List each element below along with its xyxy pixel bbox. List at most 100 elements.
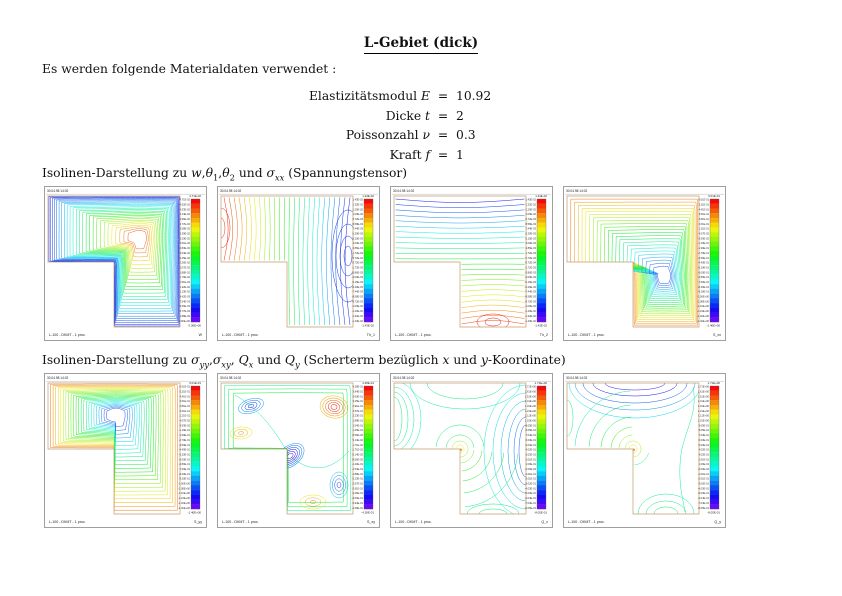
svg-text:4.07E-02: 4.07E-02	[698, 232, 709, 236]
svg-text:-1.40E+00: -1.40E+00	[697, 319, 710, 323]
svg-text:4.00E-03: 4.00E-03	[352, 241, 363, 245]
svg-text:7.54E-03: 7.54E-03	[179, 299, 190, 303]
svg-text:1.41E+00: 1.41E+00	[525, 399, 537, 403]
svg-text:-8.05E-01: -8.05E-01	[525, 506, 537, 510]
svg-text:1.20E-01: 1.20E-01	[352, 428, 363, 432]
svg-text:1.51E+00: 1.51E+00	[525, 394, 537, 398]
svg-text:-1.16E+00: -1.16E+00	[178, 491, 191, 495]
material-data-table: Elastizitätsmodul E = 10.92 Dicke t = 2 …	[262, 87, 546, 165]
colorbar-min-label: -8.05E-01	[534, 511, 547, 515]
svg-text:8.58E-03: 8.58E-03	[525, 222, 536, 226]
svg-text:1.72E-03: 1.72E-03	[525, 251, 536, 255]
svg-text:5.03E-01: 5.03E-01	[525, 443, 536, 447]
svg-text:-9.20E-01: -9.20E-01	[179, 477, 191, 481]
colorbar-max-label: 6.01E-01	[189, 381, 201, 385]
colorbar-max-label: 6.01E-01	[708, 194, 720, 198]
svg-text:-6.80E-01: -6.80E-01	[698, 275, 710, 279]
contour-plot-sxx: 30.04.98 14:02 6.01E-01 6.01E-01 5.21E-01…	[563, 186, 726, 341]
svg-text:-2.86E-03: -2.86E-03	[525, 270, 537, 274]
svg-text:9.72E-03: 9.72E-03	[525, 217, 536, 221]
svg-text:3.61E-01: 3.61E-01	[179, 399, 190, 403]
svg-text:6.29E-03: 6.29E-03	[352, 232, 363, 236]
contour-lines	[48, 196, 180, 327]
svg-text:-2.01E-01: -2.01E-01	[698, 477, 710, 481]
svg-text:-1.20E-02: -1.20E-02	[352, 309, 364, 313]
svg-text:-1.99E-01: -1.99E-01	[698, 246, 710, 250]
plot-variable-label: S_yy	[194, 520, 202, 524]
svg-text:-6.80E-01: -6.80E-01	[179, 462, 191, 466]
svg-text:2.83E-02: 2.83E-02	[179, 246, 190, 250]
svg-text:4.02E-01: 4.02E-01	[698, 448, 709, 452]
plot-variable-label: Th_2	[540, 333, 548, 337]
material-label: Elastizitätsmodul E	[308, 89, 430, 103]
page-title: L-Gebiet (dick)	[0, 35, 842, 54]
equals-sign: =	[437, 89, 449, 103]
svg-text:-1.40E+00: -1.40E+00	[178, 506, 191, 510]
contour-plot-syy: 30.04.98 14:02 6.01E-01 6.01E-01 5.21E-01…	[44, 373, 207, 528]
svg-text:-5.72E-04: -5.72E-04	[525, 261, 537, 265]
svg-text:1.70E-02: 1.70E-02	[179, 275, 190, 279]
svg-text:-7.60E-01: -7.60E-01	[179, 467, 191, 471]
svg-text:-1.01E-01: -1.01E-01	[698, 472, 710, 476]
svg-text:-1.09E-02: -1.09E-02	[525, 304, 537, 308]
svg-text:-1.43E-02: -1.43E-02	[525, 319, 537, 323]
svg-text:1.11E+00: 1.11E+00	[698, 414, 710, 418]
svg-text:1.01E+00: 1.01E+00	[698, 419, 710, 423]
colorbar-max-label: 1.71E+00	[535, 381, 548, 385]
plot-header-text: 30.04.98 14:02	[220, 376, 241, 380]
plot-footer-text: L-100 - DKMT - 1 proc.	[222, 333, 259, 337]
plot-header-text: 30.04.98 14:02	[393, 376, 414, 380]
svg-text:2.86E-03: 2.86E-03	[525, 246, 536, 250]
svg-text:9.72E-03: 9.72E-03	[352, 217, 363, 221]
svg-text:2.01E-01: 2.01E-01	[179, 409, 190, 413]
svg-text:8.05E-01: 8.05E-01	[698, 428, 709, 432]
svg-text:-1.88E-01: -1.88E-01	[352, 472, 364, 476]
plot-header-text: 30.04.98 14:02	[47, 189, 68, 193]
colorbar-min-label: -1.43E-02	[534, 324, 547, 328]
svg-text:-8.58E-03: -8.58E-03	[525, 295, 537, 299]
l-domain-outline	[220, 195, 354, 328]
svg-text:4.28E-01: 4.28E-01	[352, 385, 363, 389]
svg-text:2.86E-03: 2.86E-03	[352, 246, 363, 250]
svg-text:1.00E-01: 1.00E-01	[525, 462, 536, 466]
equals-sign: =	[437, 128, 449, 143]
plot-row-2: 30.04.98 14:02 6.01E-01 6.01E-01 5.21E-01…	[44, 373, 726, 528]
contour-lines	[224, 385, 351, 511]
svg-text:8.58E-03: 8.58E-03	[352, 222, 363, 226]
svg-text:1.20E-02: 1.20E-02	[352, 207, 363, 211]
svg-text:-1.20E-01: -1.20E-01	[352, 462, 364, 466]
svg-text:-5.15E-03: -5.15E-03	[525, 280, 537, 284]
equals-sign: =	[437, 108, 449, 123]
colorbar: 4.28E-01 4.28E-013.94E-013.60E-013.25E-0…	[352, 381, 375, 515]
svg-text:3.77E-03: 3.77E-03	[179, 309, 190, 313]
svg-text:-2.91E-01: -2.91E-01	[352, 486, 364, 490]
svg-text:-3.02E-01: -3.02E-01	[698, 482, 710, 486]
contour-plot-th2: 30.04.98 14:02 1.43E-02 1.43E-02 1.32E-02…	[390, 186, 553, 341]
contour-lines	[395, 198, 525, 327]
contour-lines	[394, 383, 526, 514]
l-domain-outline	[566, 195, 700, 328]
plot-footer-text: L-100 - DKMT - 1 proc.	[49, 333, 86, 337]
plot-frame	[217, 373, 380, 528]
svg-text:-1.32E-02: -1.32E-02	[352, 314, 364, 318]
plot-footer-text: L-100 - DKMT - 1 proc.	[568, 333, 605, 337]
svg-text:-7.04E-01: -7.04E-01	[698, 501, 710, 505]
svg-text:-7.60E-01: -7.60E-01	[698, 280, 710, 284]
l-domain-outline	[393, 195, 527, 328]
colorbar-max-label: 4.71E-02	[189, 194, 201, 198]
svg-text:2.91E-01: 2.91E-01	[352, 404, 363, 408]
svg-text:1.21E-01: 1.21E-01	[179, 414, 190, 418]
svg-text:3.77E-02: 3.77E-02	[179, 222, 190, 226]
contour-plot-qx: 30.04.98 14:02 1.71E+00 1.71E+00 1.61E+00…	[390, 373, 553, 528]
svg-text:-1.20E-02: -1.20E-02	[525, 309, 537, 313]
svg-text:-1.32E+00: -1.32E+00	[697, 314, 710, 318]
svg-text:1.71E+00: 1.71E+00	[698, 385, 710, 389]
svg-text:3.96E-02: 3.96E-02	[179, 217, 190, 221]
plot-header-text: 30.04.98 14:02	[47, 376, 68, 380]
svg-text:7.44E-03: 7.44E-03	[352, 227, 363, 231]
svg-text:-1.19E-01: -1.19E-01	[179, 428, 191, 432]
colorbar: 4.71E-02 4.71E-024.52E-024.33E-024.14E-0…	[179, 194, 202, 328]
svg-text:-6.29E-03: -6.29E-03	[352, 285, 364, 289]
svg-text:-4.03E-01: -4.03E-01	[698, 486, 710, 490]
svg-text:1.21E-01: 1.21E-01	[698, 227, 709, 231]
